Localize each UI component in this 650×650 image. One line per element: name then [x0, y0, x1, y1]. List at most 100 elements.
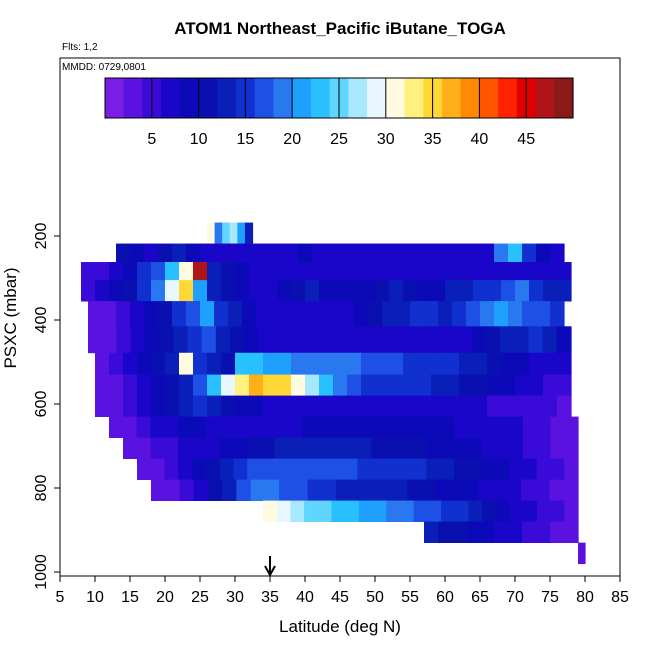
heatmap-cell — [514, 326, 529, 354]
heatmap-cell — [151, 374, 166, 396]
heatmap-cell — [215, 326, 231, 354]
heatmap-cell — [417, 352, 432, 375]
heatmap-cell — [164, 437, 179, 459]
heatmap-cell — [315, 326, 331, 354]
heatmap-cell — [302, 416, 317, 438]
colorbar-tick-label: 20 — [283, 131, 301, 148]
heatmap-cell — [536, 521, 551, 543]
heatmap-cell — [242, 243, 257, 263]
heatmap-cell — [230, 326, 245, 354]
heatmap-cell — [137, 374, 152, 396]
heatmap-cell — [305, 262, 320, 281]
heatmap-cell — [417, 262, 432, 281]
heatmap-cell — [298, 243, 313, 263]
heatmap-cell — [307, 479, 323, 501]
heatmap-cell — [410, 301, 425, 327]
heatmap-cell — [264, 479, 280, 501]
heatmap-cell — [426, 437, 441, 459]
heatmap-cell — [165, 395, 180, 417]
heatmap-cell — [403, 352, 418, 375]
x-tick-label: 50 — [366, 589, 384, 606]
heatmap-cell — [229, 222, 238, 244]
heatmap-cell — [386, 500, 401, 522]
heatmap-cell — [473, 374, 488, 396]
heatmap-cell — [357, 437, 372, 459]
heatmap-cell — [549, 479, 565, 501]
heatmap-cell — [399, 500, 415, 522]
heatmap-cell — [386, 326, 402, 354]
heatmap-cell — [116, 301, 131, 327]
heatmap-cell — [536, 500, 552, 522]
heatmap-cell — [557, 352, 572, 375]
heatmap-cell — [403, 395, 418, 417]
heatmap-cell — [235, 352, 250, 375]
heatmap-cell — [487, 352, 502, 375]
heatmap-cell — [431, 395, 446, 417]
heatmap-cell — [515, 280, 530, 302]
heatmap-cell — [481, 458, 496, 480]
heatmap-cell — [343, 416, 358, 438]
heatmap-cell — [445, 352, 460, 375]
heatmap-cell — [123, 374, 138, 396]
chart-title: ATOM1 Northeast_Pacific iButane_TOGA — [174, 19, 506, 38]
heatmap-cell — [179, 479, 195, 501]
heatmap-cell — [350, 479, 366, 501]
heatmap-cell — [242, 301, 257, 327]
heatmap-cell — [186, 243, 201, 263]
heatmap-cell — [130, 301, 145, 327]
colorbar-swatch — [348, 78, 368, 118]
heatmap-cell — [347, 374, 362, 396]
heatmap-cell — [109, 374, 124, 396]
x-tick-label: 40 — [296, 589, 314, 606]
heatmap-cell — [522, 243, 537, 263]
heatmap-cell — [473, 395, 488, 417]
heatmap-cell — [564, 416, 579, 438]
heatmap-cell — [301, 326, 316, 354]
heatmap-cell — [312, 301, 327, 327]
y-tick-label: 1000 — [33, 554, 50, 590]
heatmap-cell — [427, 500, 442, 522]
heatmap-cell — [522, 416, 538, 438]
heatmap-cell — [542, 326, 558, 354]
heatmap-cell — [459, 374, 474, 396]
heatmap-cell — [164, 458, 179, 480]
heatmap-cell — [258, 326, 274, 354]
colorbar-tick-label: 45 — [517, 131, 535, 148]
colorbar-swatch — [161, 78, 181, 118]
colorbar-swatch — [441, 78, 462, 118]
heatmap-cell — [438, 243, 453, 263]
colorbar-swatch — [105, 78, 125, 118]
heatmap-cell — [290, 500, 305, 522]
heatmap-cell — [221, 395, 236, 417]
heatmap-cell — [501, 395, 516, 417]
heatmap-cell — [109, 416, 124, 438]
y-axis: 200 400 600 800 1000 — [33, 223, 60, 590]
heatmap-cell — [550, 416, 565, 438]
heatmap-cell — [389, 262, 404, 281]
heatmap-cell — [515, 395, 530, 417]
heatmap-cell — [237, 222, 246, 244]
heatmap-cell — [263, 262, 278, 281]
heatmap-cell — [329, 437, 345, 459]
heatmap-cell — [501, 262, 516, 281]
heatmap-cell — [410, 243, 425, 263]
heatmap-cell — [459, 262, 474, 281]
x-tick-label: 70 — [506, 589, 524, 606]
heatmap-cell — [509, 458, 524, 480]
heatmap-cell — [186, 301, 201, 327]
heatmap-cell — [88, 326, 103, 354]
heatmap-cell — [550, 437, 565, 459]
heatmap-cell — [364, 479, 380, 501]
heatmap-cell — [214, 222, 223, 244]
heatmap-cell — [233, 458, 248, 480]
heatmap-cell — [102, 301, 117, 327]
heatmap-cell — [312, 243, 327, 263]
heatmap-cell — [466, 243, 481, 263]
heatmap-cell — [417, 280, 432, 302]
heatmap-cell — [487, 280, 502, 302]
heatmap-cell — [400, 326, 416, 354]
heatmap-cell — [506, 479, 522, 501]
heatmap-cell — [521, 479, 536, 501]
colorbar-swatch — [179, 78, 200, 118]
heatmap-cell — [219, 416, 234, 438]
